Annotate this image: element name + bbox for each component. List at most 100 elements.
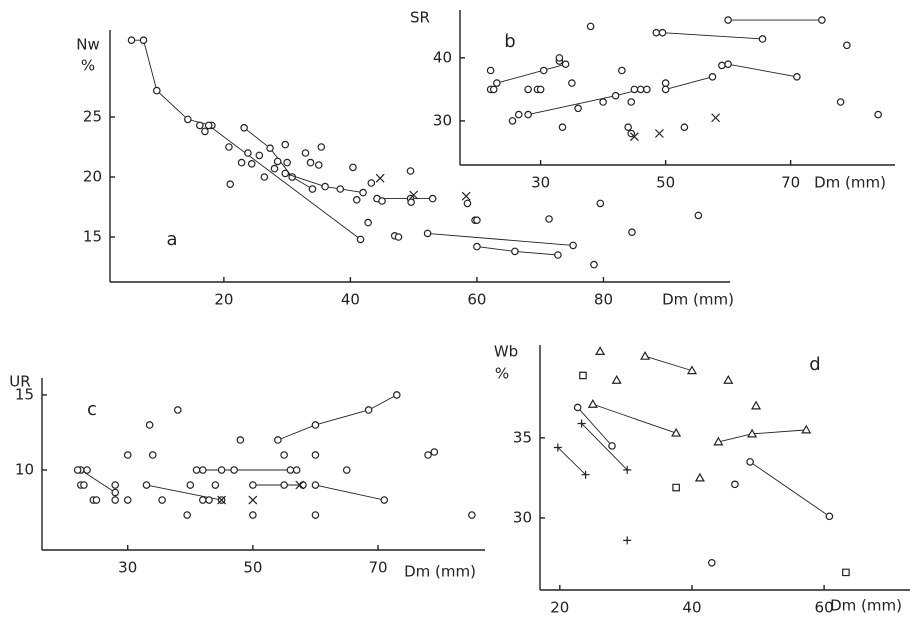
point — [629, 132, 639, 142]
point — [545, 215, 553, 223]
point — [211, 481, 220, 489]
point — [793, 73, 801, 81]
x-tick-label: 60 — [467, 291, 486, 309]
series-line — [315, 484, 385, 501]
point — [204, 121, 213, 130]
point — [247, 160, 256, 168]
point — [226, 180, 235, 188]
panel-label: a — [166, 229, 177, 250]
point — [561, 60, 570, 68]
point — [473, 216, 481, 224]
y-tick-label: 15 — [15, 385, 34, 403]
point — [430, 448, 439, 456]
x-tick-label: 20 — [214, 291, 233, 309]
series-line — [749, 461, 830, 517]
point — [314, 161, 323, 169]
point — [236, 436, 245, 444]
point — [380, 496, 389, 504]
point — [317, 143, 326, 151]
point — [611, 375, 622, 384]
point — [127, 36, 136, 44]
point — [364, 406, 373, 414]
point — [555, 54, 564, 62]
point — [473, 242, 481, 251]
series-line — [208, 125, 361, 240]
point — [573, 403, 582, 412]
series-line — [496, 63, 566, 84]
point — [199, 496, 207, 504]
point — [248, 495, 258, 505]
x-tick-label: 40 — [341, 291, 360, 309]
y-tick-label: 30 — [433, 111, 452, 129]
point — [623, 465, 632, 474]
point — [624, 123, 632, 131]
point — [511, 247, 519, 256]
point — [199, 466, 207, 474]
point — [225, 143, 233, 151]
series-line — [277, 394, 397, 441]
point — [375, 173, 385, 183]
x-tick-label: 60 — [815, 599, 834, 617]
point — [367, 179, 376, 187]
point — [139, 36, 148, 44]
point — [630, 85, 639, 94]
point — [623, 536, 632, 545]
point — [255, 151, 264, 160]
point — [569, 241, 577, 250]
y-tick-label: 20 — [83, 168, 102, 186]
point — [672, 483, 680, 492]
point — [596, 199, 605, 208]
point — [311, 451, 320, 459]
point — [301, 149, 310, 157]
point — [707, 559, 716, 567]
point — [627, 98, 636, 106]
point — [731, 480, 739, 489]
y-axis-label: % — [495, 365, 509, 383]
x-tick-label: 70 — [368, 559, 387, 577]
point — [590, 260, 598, 269]
point — [342, 466, 351, 474]
point — [801, 424, 812, 434]
point — [489, 85, 498, 94]
point — [145, 421, 154, 429]
point — [558, 123, 567, 131]
x-axis-label: Dm (mm) — [662, 291, 734, 309]
y-tick-label: 30 — [513, 508, 532, 526]
point — [574, 104, 582, 113]
point — [713, 436, 724, 446]
point — [428, 194, 437, 203]
point — [843, 41, 851, 50]
series-line — [577, 407, 613, 447]
point — [205, 496, 213, 504]
point — [295, 480, 305, 490]
point — [392, 391, 401, 399]
y-axis-label: % — [81, 57, 95, 75]
point — [283, 158, 291, 167]
point — [281, 140, 290, 149]
x-tick-label: 50 — [656, 174, 675, 192]
point — [608, 442, 616, 450]
point — [708, 73, 717, 81]
point — [514, 110, 523, 119]
point — [173, 406, 182, 414]
point — [158, 496, 166, 504]
y-tick-label: 15 — [83, 228, 102, 246]
point — [539, 66, 548, 75]
point — [378, 197, 386, 205]
point — [321, 182, 329, 191]
point — [306, 158, 315, 167]
point — [230, 466, 238, 474]
point — [196, 121, 204, 130]
y-axis-label: Wb — [494, 343, 518, 361]
point — [661, 85, 670, 94]
point — [111, 481, 120, 489]
point — [266, 144, 274, 152]
point — [201, 127, 209, 136]
point — [111, 496, 120, 504]
point — [186, 481, 195, 489]
point — [311, 481, 320, 489]
point — [281, 169, 290, 178]
point — [280, 481, 288, 489]
point — [240, 124, 248, 132]
point — [123, 451, 132, 459]
